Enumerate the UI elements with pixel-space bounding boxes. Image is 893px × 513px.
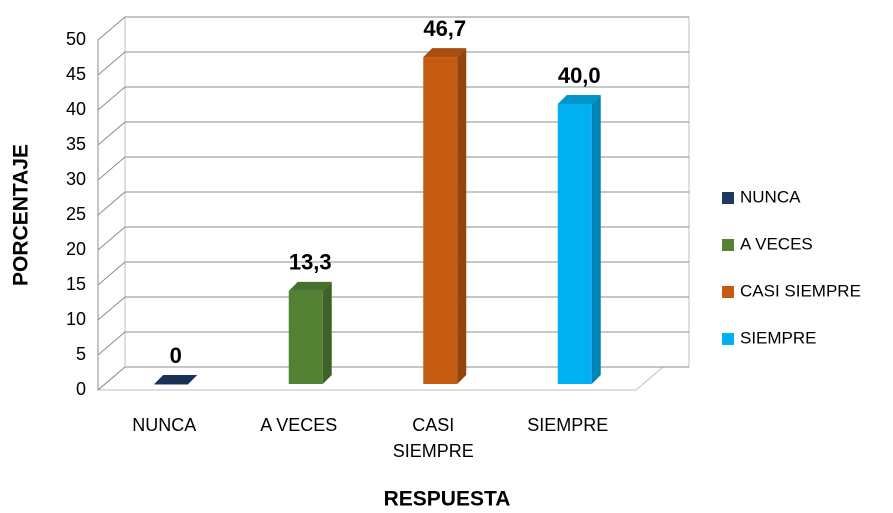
x-tick-label: SIEMPRE	[527, 415, 609, 435]
legend-swatch	[722, 192, 734, 204]
grid-line	[97, 366, 689, 391]
y-tick-label: 20	[66, 239, 86, 259]
grid-line	[97, 121, 689, 146]
bar	[154, 384, 189, 385]
bar-top	[288, 281, 332, 291]
y-tick-label: 30	[66, 169, 86, 189]
value-label: 40,0	[558, 63, 601, 88]
bar-side	[322, 281, 332, 384]
legend-swatch	[722, 333, 734, 345]
bar-side	[591, 95, 601, 384]
grid-line	[97, 16, 689, 41]
y-tick-label: 0	[76, 379, 86, 399]
bar-side	[457, 48, 467, 384]
y-tick-label: 35	[66, 134, 86, 154]
grid-line	[97, 296, 689, 321]
bar	[288, 290, 323, 384]
bar	[557, 104, 592, 384]
grid-line	[97, 331, 689, 356]
x-tick-label: NUNCA	[132, 415, 197, 435]
bar	[423, 57, 458, 384]
legend-label: NUNCA	[740, 187, 801, 206]
legend-label: SIEMPRE	[740, 328, 817, 347]
legend-swatch	[722, 286, 734, 298]
grid-line	[97, 51, 689, 76]
y-axis-title: PORCENTAJE	[10, 144, 33, 286]
bar-top	[557, 95, 601, 104]
y-tick-label: 10	[66, 309, 86, 329]
value-label: 0	[170, 343, 182, 368]
value-label: 13,3	[289, 250, 332, 275]
x-axis-title: RESPUESTA	[384, 488, 511, 511]
bar-top	[154, 375, 198, 384]
y-tick-label: 40	[66, 99, 86, 119]
y-tick-label: 50	[66, 29, 86, 49]
grid-line	[97, 261, 689, 286]
grid-line	[97, 191, 689, 216]
grid-line	[97, 156, 689, 181]
value-label: 46,7	[423, 16, 466, 41]
y-tick-label: 15	[66, 274, 86, 294]
legend-label: CASI SIEMPRE	[740, 281, 861, 300]
y-tick-label: 5	[76, 344, 86, 364]
grid-line	[97, 86, 689, 111]
y-tick-label: 45	[66, 64, 86, 84]
legend-swatch	[722, 239, 734, 251]
x-tick-label: A VECES	[260, 415, 338, 435]
x-tick-label: CASI SIEMPRE	[392, 415, 474, 461]
y-tick-label: 25	[66, 204, 86, 224]
grid-line	[97, 226, 689, 251]
legend-label: A VECES	[740, 234, 813, 253]
bar-top	[423, 48, 467, 58]
